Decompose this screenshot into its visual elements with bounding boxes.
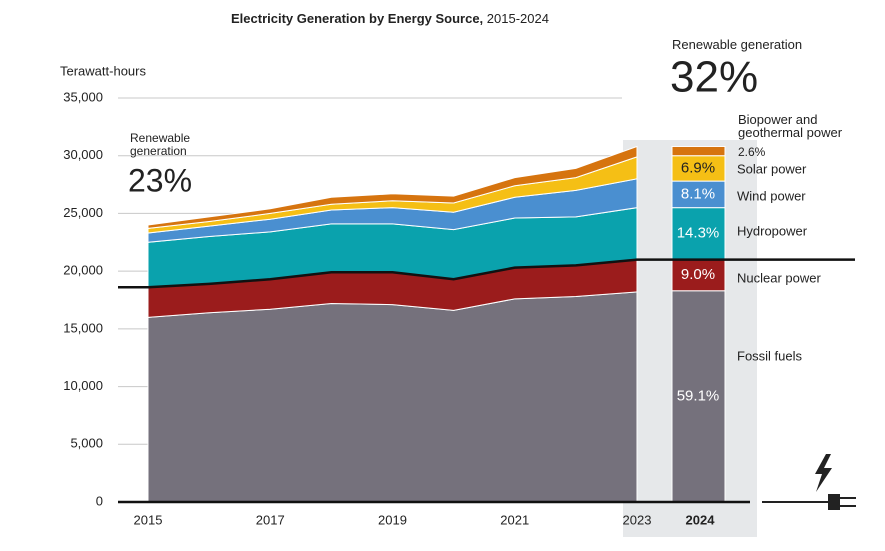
y-tick-label: 5,000: [70, 436, 103, 451]
y-tick-label: 15,000: [63, 320, 103, 335]
share-label: 8.1%: [681, 185, 715, 202]
y-tick-label: 20,000: [63, 263, 103, 278]
legend-label: Nuclear power: [737, 270, 821, 285]
share-label: 59.1%: [677, 387, 720, 404]
annotation-label: Renewable generation: [672, 37, 803, 52]
annotation-label: Renewable generation: [130, 131, 191, 158]
area: [147, 291, 638, 503]
y-tick-label: 35,000: [63, 89, 103, 104]
x-tick-label: 2017: [256, 512, 285, 527]
threshold-line: [118, 258, 855, 289]
bar-segment: [671, 207, 726, 261]
share-label: 2.6%: [738, 145, 766, 159]
x-tick-label: 2019: [378, 512, 407, 527]
y-tick-label: 30,000: [63, 147, 103, 162]
legend-label: Solar power: [737, 161, 807, 176]
x-tick-label: 2021: [500, 512, 529, 527]
title: Electricity Generation by Energy Source,: [231, 11, 483, 26]
legend-label: Fossil fuels: [737, 348, 803, 363]
annotation-value: 32%: [670, 53, 758, 102]
bar-segment: [671, 145, 726, 157]
annotation-value: 23%: [128, 162, 192, 198]
x-tick-label: 2023: [623, 512, 652, 527]
legend-label: Hydropower: [737, 223, 808, 238]
y-tick-label: 25,000: [63, 205, 103, 220]
plug-icon: [762, 454, 856, 510]
chart-title: Electricity Generation by Energy Source,…: [231, 11, 549, 26]
legend-label: Biopower and geothermal power: [738, 112, 843, 140]
y-tick-label: 10,000: [63, 378, 103, 393]
x-tick-label: 2015: [134, 512, 163, 527]
area: [147, 145, 638, 229]
share-label: 14.3%: [677, 225, 720, 242]
y-axis-label: Terawatt-hours: [60, 63, 146, 78]
share-label: 9.0%: [681, 266, 715, 283]
y-tick-label: 0: [96, 493, 103, 508]
bar-segment: [671, 155, 726, 182]
share-label: 6.9%: [681, 159, 715, 176]
bar-segment: [671, 259, 726, 292]
subtitle: 2015-2024: [487, 11, 549, 26]
bar-segment: [671, 180, 726, 209]
x-tick-label: 2024: [686, 512, 716, 527]
legend-label: Wind power: [737, 188, 806, 203]
